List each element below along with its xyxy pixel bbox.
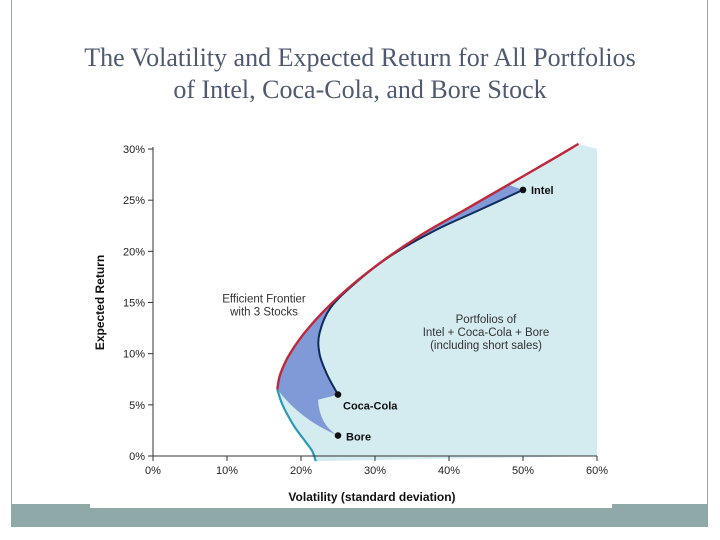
- y-axis-title: Expected Return: [93, 255, 107, 350]
- title-line-1: The Volatility and Expected Return for A…: [84, 43, 636, 72]
- point-bore: [334, 432, 342, 439]
- annotation-1-line: Portfolios of: [456, 314, 518, 326]
- y-tick-label: 30%: [123, 144, 145, 156]
- y-tick-label: 10%: [123, 349, 145, 361]
- point-label-coca-cola: Coca-Cola: [343, 401, 398, 413]
- inefficient-lower-curve: [276, 389, 317, 462]
- point-label-intel: Intel: [531, 185, 554, 197]
- x-tick-label: 10%: [216, 465, 238, 477]
- title-line-2: of Intel, Coca-Cola, and Bore Stock: [173, 75, 547, 104]
- slide-title: The Volatility and Expected Return for A…: [20, 42, 700, 106]
- point-intel: [519, 186, 527, 194]
- annotation-1-line: (including short sales): [430, 340, 542, 352]
- point-label-bore: Bore: [346, 432, 371, 444]
- x-tick-label: 20%: [290, 465, 312, 477]
- x-tick-label: 60%: [586, 465, 608, 477]
- x-tick-label: 30%: [364, 465, 386, 477]
- y-tick-label: 25%: [123, 195, 145, 207]
- annotation-0-line: Efficient Frontier: [222, 294, 306, 306]
- y-tick-label: 5%: [129, 400, 145, 412]
- efficient-frontier-curve: [276, 142, 580, 390]
- y-tick-label: 20%: [123, 246, 145, 258]
- annotation-0-line: with 3 Stocks: [229, 307, 298, 319]
- slide-footer-band: [11, 504, 708, 527]
- annotation-1-line: Intel + Coca-Cola + Bore: [423, 327, 550, 339]
- point-coca-cola: [334, 391, 342, 398]
- y-tick-label: 15%: [123, 298, 145, 310]
- attainable-region: [277, 143, 597, 462]
- x-tick-label: 0%: [145, 465, 161, 477]
- x-tick-label: 50%: [512, 465, 534, 477]
- y-tick-label: 0%: [129, 451, 145, 463]
- x-axis-title: Volatility (standard deviation): [288, 490, 455, 504]
- slide-frame: [11, 0, 708, 527]
- x-tick-label: 40%: [438, 465, 460, 477]
